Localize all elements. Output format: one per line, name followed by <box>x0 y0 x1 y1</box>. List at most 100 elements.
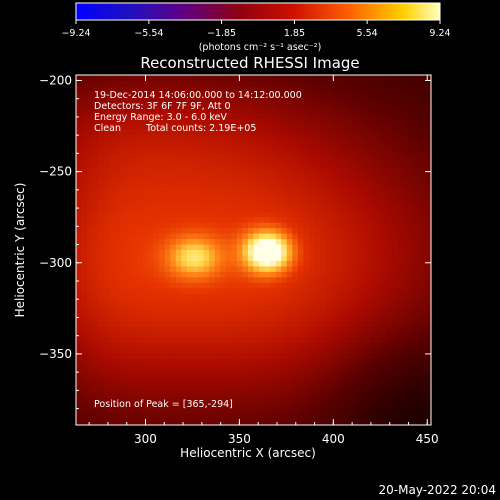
heatmap-cell <box>98 151 105 158</box>
heatmap-cell <box>137 244 144 251</box>
heatmap-cell <box>170 135 177 142</box>
heatmap-cell <box>381 299 388 306</box>
heatmap-cell <box>314 80 321 87</box>
heatmap-cell <box>403 375 410 382</box>
heatmap-cell <box>131 129 138 136</box>
heatmap-cell <box>347 288 354 295</box>
heatmap-cell <box>325 293 332 300</box>
heatmap-cell <box>369 206 377 213</box>
heatmap-cell <box>220 239 227 246</box>
heatmap-cell <box>103 381 110 388</box>
heatmap-cell <box>347 184 354 191</box>
heatmap-cell <box>198 414 205 421</box>
heatmap-cell <box>109 167 116 175</box>
heatmap-cell <box>214 217 221 224</box>
heatmap-cell <box>209 151 216 158</box>
heatmap-cell <box>369 173 377 180</box>
heatmap-cell <box>342 266 349 273</box>
heatmap-cell <box>181 178 188 185</box>
heatmap-cell <box>286 255 293 262</box>
heatmap-cell <box>220 85 227 93</box>
heatmap-cell <box>120 107 127 114</box>
heatmap-cell <box>142 250 149 257</box>
x-tick-label: 450 <box>416 432 439 446</box>
heatmap-cell <box>253 146 260 153</box>
heatmap-cell <box>369 315 377 322</box>
heatmap-cell <box>325 140 332 147</box>
heatmap-cell <box>142 239 149 246</box>
heatmap-cell <box>131 135 138 142</box>
heatmap-cell <box>109 375 116 382</box>
heatmap-cell <box>92 107 99 114</box>
heatmap-cell <box>142 167 149 175</box>
heatmap-cell <box>125 397 133 404</box>
heatmap-cell <box>336 239 343 246</box>
heatmap-cell <box>381 337 388 344</box>
heatmap-cell <box>336 375 343 382</box>
heatmap-cell <box>369 113 377 120</box>
heatmap-cell <box>303 359 310 366</box>
heatmap-cell <box>364 244 371 251</box>
heatmap-cell <box>414 260 421 268</box>
heatmap-cell <box>198 386 205 393</box>
heatmap-cell <box>98 353 105 360</box>
heatmap-cell <box>347 403 354 410</box>
heatmap-cell <box>275 173 282 180</box>
heatmap-cell <box>192 217 199 224</box>
heatmap-cell <box>175 189 182 196</box>
heatmap-cell <box>253 392 260 399</box>
heatmap-cell <box>314 293 321 300</box>
heatmap-cell <box>364 332 371 339</box>
heatmap-cell <box>175 184 182 191</box>
heatmap-cell <box>220 326 227 333</box>
heatmap-cell <box>76 157 83 164</box>
heatmap-cell <box>364 397 371 404</box>
heatmap-cell <box>320 299 327 306</box>
heatmap-cell <box>259 124 266 131</box>
heatmap-cell <box>259 85 266 93</box>
heatmap-cell <box>403 91 410 98</box>
heatmap-cell <box>297 178 305 185</box>
heatmap-cell <box>331 195 338 202</box>
heatmap-cell <box>303 403 310 410</box>
heatmap-cell <box>292 167 299 175</box>
heatmap-cell <box>381 184 388 191</box>
heatmap-cell <box>347 315 354 322</box>
heatmap-cell <box>320 288 327 295</box>
heatmap-cell <box>159 222 166 229</box>
heatmap-cell <box>386 299 393 306</box>
heatmap-cell <box>419 80 427 87</box>
heatmap-cell <box>369 157 377 164</box>
heatmap-cell <box>270 304 277 311</box>
heatmap-cell <box>364 299 371 306</box>
heatmap-cell <box>286 419 293 425</box>
heatmap-cell <box>114 282 121 289</box>
heatmap-cell <box>142 102 149 109</box>
heatmap-cell <box>103 184 110 191</box>
heatmap-cell <box>314 118 321 125</box>
heatmap-cell <box>397 299 404 306</box>
heatmap-cell <box>137 228 144 235</box>
heatmap-cell <box>364 233 371 240</box>
heatmap-cell <box>76 173 83 180</box>
heatmap-cell <box>381 233 388 240</box>
heatmap-cell <box>386 304 393 311</box>
heatmap-cell <box>308 271 316 278</box>
heatmap-cell <box>408 271 415 278</box>
heatmap-cell <box>225 189 232 196</box>
heatmap-cell <box>87 85 94 93</box>
heatmap-cell <box>125 157 133 164</box>
heatmap-cell <box>170 419 177 425</box>
heatmap-cell <box>397 233 404 240</box>
heatmap-cell <box>209 310 216 317</box>
heatmap-cell <box>342 91 349 98</box>
heatmap-cell <box>336 217 343 224</box>
heatmap-cell <box>308 102 316 109</box>
heatmap-cell <box>308 217 316 224</box>
heatmap-cell <box>109 206 116 213</box>
heatmap-cell <box>125 146 133 153</box>
heatmap-cell <box>353 397 360 404</box>
heatmap-cell <box>308 96 316 103</box>
heatmap-cell <box>92 129 99 136</box>
heatmap-cell <box>192 386 199 393</box>
